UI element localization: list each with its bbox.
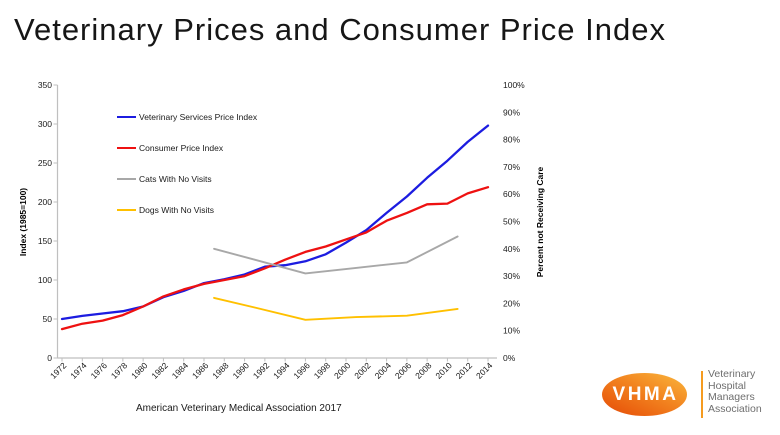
legend-item: Cats With No Visits (117, 174, 257, 184)
logo-org-name: Veterinary Hospital Managers Association (708, 368, 762, 415)
y-axis-tick-label: 50 (43, 314, 53, 324)
y-axis-tick-label: 100 (38, 275, 52, 285)
legend-label: Dogs With No Visits (139, 205, 214, 215)
series-line-consumer-price-index (60, 186, 490, 331)
source-note: American Veterinary Medical Association … (136, 403, 342, 414)
x-axis-tick-label: 1996 (291, 360, 312, 381)
x-axis-tick-label: 1994 (271, 360, 292, 381)
right-axis-tick-label: 30% (503, 271, 520, 281)
right-axis-tick-label: 70% (503, 162, 520, 172)
legend-swatch-icon (117, 115, 136, 119)
right-axis-tick-label: 10% (503, 326, 520, 336)
right-axis-tick-label: 50% (503, 217, 520, 227)
x-axis-tick-label: 1976 (89, 360, 110, 381)
logo-org-line: Managers (708, 391, 755, 404)
y-axis-tick-label: 150 (38, 236, 52, 246)
x-axis-tick-label: 1986 (190, 360, 211, 381)
legend-label: Veterinary Services Price Index (139, 112, 258, 122)
right-axis-tick-label: 100% (503, 80, 525, 90)
x-axis-tick-label: 1984 (170, 360, 191, 381)
x-axis-tick-label: 2012 (454, 360, 475, 381)
left-axis-title: Index (1985=100) (18, 188, 28, 256)
chart-legend: Veterinary Services Price Index Consumer … (117, 112, 257, 215)
x-axis-tick-label: 1982 (149, 360, 170, 381)
logo-org-line: Hospital (708, 379, 746, 392)
logo-org-line: Association (708, 402, 762, 415)
page-title: Veterinary Prices and Consumer Price Ind… (14, 12, 666, 47)
legend-label: Consumer Price Index (139, 143, 224, 153)
x-axis-tick-label: 2004 (373, 360, 394, 381)
x-axis-tick-label: 2008 (413, 360, 434, 381)
vhma-logo: VHMA Veterinary Hospital Managers Associati… (600, 367, 775, 425)
x-axis-tick-label: 1972 (48, 360, 69, 381)
right-axis-tick-label: 80% (503, 135, 520, 145)
x-axis-tick-label: 1990 (231, 360, 252, 381)
legend-item: Dogs With No Visits (117, 205, 257, 215)
right-axis-tick-label: 90% (503, 107, 520, 117)
x-axis-tick-label: 1998 (312, 360, 333, 381)
x-axis-tick-label: 2010 (433, 360, 454, 381)
x-axis-tick-label: 1978 (109, 360, 130, 381)
vhma-logo-ellipse-icon: VHMA (602, 373, 687, 416)
x-axis-tick-label: 2014 (474, 360, 495, 381)
x-axis-tick-label: 2006 (393, 360, 414, 381)
x-axis-tick-label: 1980 (129, 360, 150, 381)
legend-label: Cats With No Visits (139, 174, 212, 184)
x-axis-tick-label: 2002 (352, 360, 373, 381)
y-axis-tick-label: 350 (38, 80, 52, 90)
right-axis-tick-label: 40% (503, 244, 520, 254)
vhma-logo-acronym: VHMA (612, 383, 679, 405)
legend-swatch-icon (117, 177, 136, 181)
legend-swatch-icon (117, 146, 136, 150)
y-axis-tick-label: 0 (47, 353, 52, 363)
right-axis-title: Percent not Receiving Care (535, 166, 545, 277)
y-axis-tick-label: 300 (38, 119, 52, 129)
right-axis-tick-label: 0% (503, 353, 516, 363)
legend-swatch-icon (117, 208, 136, 212)
right-axis-tick-label: 20% (503, 298, 520, 308)
legend-item: Consumer Price Index (117, 143, 257, 153)
x-axis-tick-label: 1974 (68, 360, 89, 381)
x-axis-tick-label: 1988 (210, 360, 231, 381)
series-line-cats-with-no-visits (213, 235, 459, 275)
y-axis-tick-label: 250 (38, 158, 52, 168)
right-axis-tick-label: 60% (503, 189, 520, 199)
x-axis-tick-label: 2000 (332, 360, 353, 381)
x-axis-tick-label: 1992 (251, 360, 272, 381)
logo-divider (701, 371, 703, 418)
logo-org-line: Veterinary (708, 368, 756, 380)
y-axis-tick-label: 200 (38, 197, 52, 207)
series-line-dogs-with-no-visits (213, 296, 459, 321)
legend-item: Veterinary Services Price Index (117, 112, 257, 122)
